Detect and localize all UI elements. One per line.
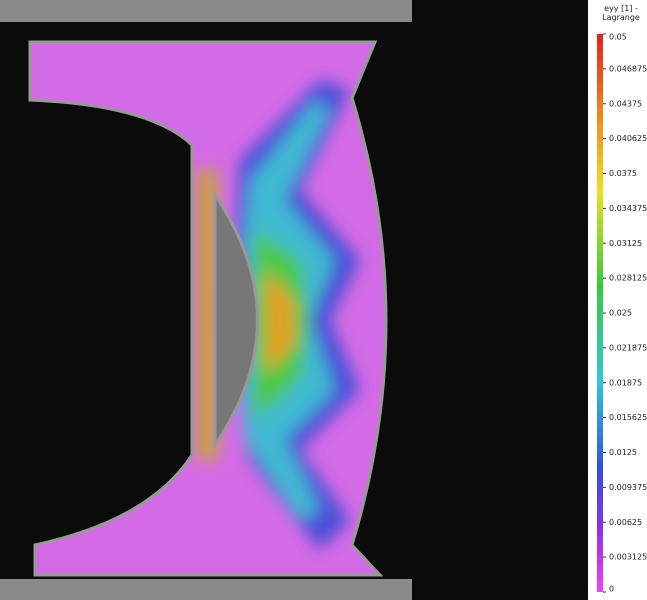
tick-label: 0.04375 — [609, 99, 642, 108]
tick-label: 0.009375 — [609, 483, 647, 492]
tick-label: 0.00625 — [609, 518, 642, 527]
tick-label: 0.046875 — [609, 64, 647, 73]
tick-label: 0.015625 — [609, 413, 647, 422]
tick-label: 0.025 — [609, 309, 632, 318]
tick-label: 0.0375 — [609, 169, 637, 178]
tick-label: 0.03125 — [609, 239, 642, 248]
tick-label: 0.01875 — [609, 378, 642, 387]
tick-label: 0 — [609, 585, 614, 594]
tick-label: 0.05 — [609, 33, 627, 42]
tick-label: 0.003125 — [609, 553, 647, 562]
tick-label: 0.034375 — [609, 204, 647, 213]
tick-label: 0.021875 — [609, 343, 647, 352]
colorbar-gradient — [597, 34, 603, 592]
tick-label: 0.0125 — [609, 448, 637, 457]
tick-label: 0.040625 — [609, 134, 647, 143]
strain-image — [0, 0, 588, 600]
tick-label: 0.028125 — [609, 274, 647, 283]
colorbar-title: eyy [1] - Lagrange — [602, 4, 640, 22]
